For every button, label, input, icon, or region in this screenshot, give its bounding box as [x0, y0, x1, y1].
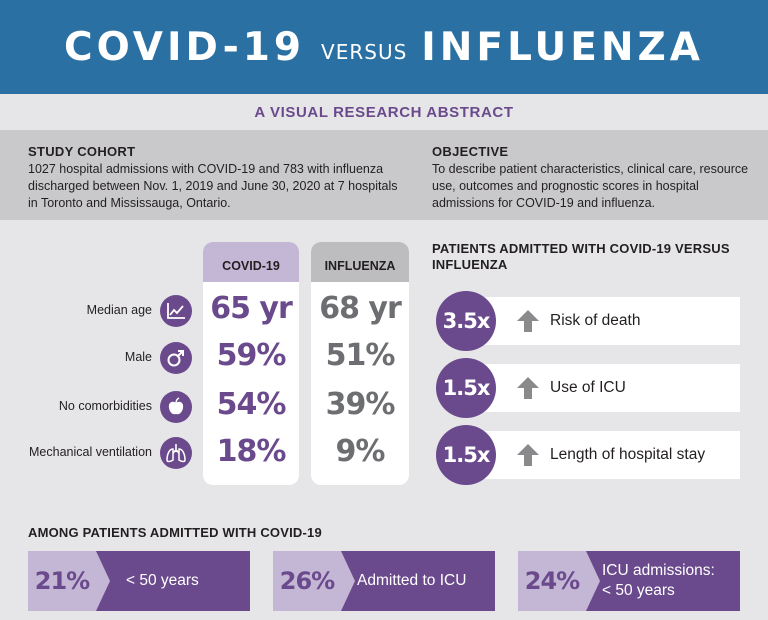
use-of-icu-value: 1.5x: [436, 358, 496, 418]
study-cohort-text: 1027 hospital admissions with COVID-19 a…: [28, 162, 398, 210]
stat-box-label: Admitted to ICU: [341, 551, 495, 611]
stat-box-icu-under-50: 24% ICU admissions: < 50 years: [518, 551, 740, 611]
arrow-up-icon: [516, 309, 540, 338]
length-of-stay-value: 1.5x: [436, 425, 496, 485]
title-influenza: INFLUENZA: [421, 24, 704, 70]
use-of-icu-label: Use of ICU: [550, 379, 626, 396]
line-chart-icon: [160, 295, 192, 327]
risk-of-death-value: 3.5x: [436, 291, 496, 351]
stat-box-value: 26%: [273, 551, 341, 611]
male-symbol-icon: [160, 342, 192, 374]
lungs-icon: [160, 437, 192, 469]
flu-no-comorbidities: 39%: [325, 387, 396, 422]
cohort-band: [0, 130, 768, 220]
arrow-up-icon: [516, 376, 540, 405]
length-of-stay-label: Length of hospital stay: [550, 446, 706, 463]
stat-box-value: 21%: [28, 551, 96, 611]
objective-title: OBJECTIVE: [432, 144, 509, 159]
header-banner: COVID-19 VERSUS INFLUENZA: [0, 0, 768, 94]
subtitle: A VISUAL RESEARCH ABSTRACT: [254, 103, 514, 121]
covid-median-age: 65 yr: [210, 291, 293, 326]
flu-median-age: 68 yr: [319, 291, 402, 326]
influenza-column: INFLUENZA: [311, 242, 409, 485]
covid-column-header: COVID-19: [203, 242, 299, 282]
objective: OBJECTIVE To describe patient characteri…: [432, 143, 752, 212]
chevron-notch: [586, 551, 600, 611]
study-cohort: STUDY COHORT 1027 hospital admissions wi…: [28, 143, 408, 212]
stat-box-label: < 50 years: [96, 551, 250, 611]
title-versus: VERSUS: [321, 40, 408, 64]
apple-icon: [160, 391, 192, 423]
influenza-column-header: INFLUENZA: [311, 242, 409, 282]
objective-text: To describe patient characteristics, cli…: [432, 162, 749, 210]
flu-mechanical-ventilation: 9%: [335, 434, 386, 469]
arrow-up-icon: [516, 443, 540, 472]
covid-column: COVID-19: [203, 242, 299, 485]
row-label-mechanical-ventilation: Mechanical ventilation: [29, 445, 152, 459]
row-label-median-age: Median age: [86, 303, 152, 317]
covid-no-comorbidities: 54%: [216, 387, 287, 422]
stat-box-label: ICU admissions: < 50 years: [586, 551, 740, 611]
risk-of-death-label: Risk of death: [550, 312, 641, 329]
flu-male: 51%: [325, 338, 396, 373]
row-label-no-comorbidities: No comorbidities: [58, 399, 152, 413]
stat-box-value: 24%: [518, 551, 586, 611]
risk-of-death-bar: [470, 297, 740, 345]
use-of-icu-bar: [470, 364, 740, 412]
length-of-stay-bar: [470, 431, 740, 479]
study-cohort-title: STUDY COHORT: [28, 144, 136, 159]
covid-mechanical-ventilation: 18%: [216, 434, 287, 469]
chevron-notch: [341, 551, 355, 611]
among-covid-title: AMONG PATIENTS ADMITTED WITH COVID-19: [28, 525, 322, 540]
patients-admitted-title: PATIENTS ADMITTED WITH COVID-19 VERSUS I…: [432, 241, 730, 272]
row-label-male: Male: [124, 350, 152, 364]
stat-box-icu: 26% Admitted to ICU: [273, 551, 495, 611]
title-covid: COVID-19: [64, 24, 306, 70]
stat-box-under-50: 21% < 50 years: [28, 551, 250, 611]
chevron-notch: [96, 551, 110, 611]
covid-male: 59%: [216, 338, 287, 373]
